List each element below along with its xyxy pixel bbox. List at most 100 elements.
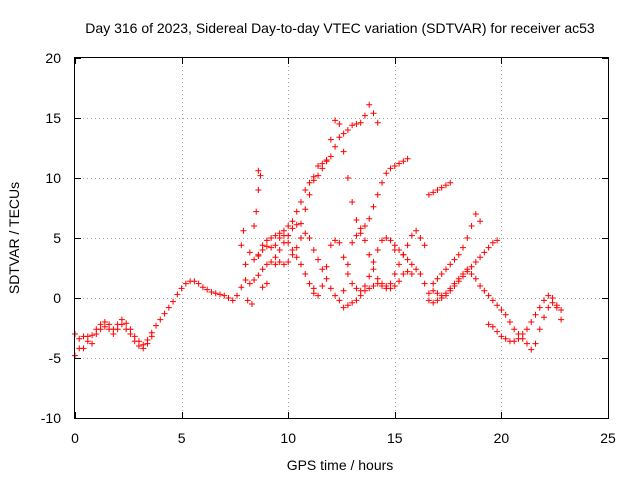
- data-point: [306, 191, 313, 198]
- data-point: [421, 280, 428, 287]
- data-point: [485, 321, 492, 328]
- data-point: [315, 256, 322, 263]
- data-point: [541, 297, 548, 304]
- data-point: [272, 232, 279, 239]
- data-point: [340, 254, 347, 261]
- data-point: [212, 290, 219, 297]
- data-point: [408, 271, 415, 277]
- data-point: [315, 163, 322, 169]
- data-point: [263, 243, 270, 250]
- data-point: [408, 232, 415, 239]
- data-point: [464, 268, 471, 275]
- data-point: [438, 184, 445, 191]
- data-point: [268, 259, 275, 265]
- data-point: [430, 280, 437, 287]
- data-point: [238, 242, 245, 249]
- series-track-a: [72, 101, 381, 352]
- data-point: [178, 285, 185, 292]
- data-point: [327, 285, 334, 292]
- data-point: [464, 235, 471, 241]
- x-axis-label: GPS time / hours: [287, 457, 394, 473]
- data-point: [280, 232, 287, 239]
- data-point: [242, 261, 249, 268]
- data-point: [383, 170, 390, 177]
- data-point: [523, 326, 530, 333]
- data-point: [379, 179, 386, 186]
- data-point: [472, 211, 479, 217]
- data-point: [404, 268, 411, 275]
- data-point: [391, 271, 398, 277]
- data-point: [481, 249, 488, 256]
- data-point: [255, 167, 262, 174]
- data-point: [268, 235, 275, 241]
- series-track-c: [255, 230, 565, 353]
- data-point: [89, 340, 96, 347]
- data-point: [114, 326, 121, 333]
- data-marks: [72, 101, 565, 359]
- series-track-h: [425, 179, 454, 198]
- data-point: [84, 333, 91, 340]
- data-point: [293, 221, 300, 228]
- data-point: [519, 331, 526, 337]
- data-point: [536, 326, 543, 333]
- data-point: [349, 122, 356, 129]
- data-point: [361, 112, 368, 119]
- data-point: [438, 271, 445, 277]
- data-point: [528, 346, 535, 353]
- data-point: [302, 230, 309, 237]
- plot-frame: [74, 57, 609, 419]
- data-point: [263, 261, 270, 268]
- data-point: [240, 227, 247, 234]
- data-point: [374, 191, 381, 198]
- data-point: [306, 179, 313, 186]
- data-point: [272, 261, 279, 268]
- data-point: [361, 287, 368, 294]
- data-point: [387, 285, 394, 292]
- data-point: [391, 163, 398, 169]
- grid-lines: [75, 58, 608, 418]
- data-point: [344, 302, 351, 309]
- y-tick-label: -5: [49, 350, 62, 366]
- data-point: [302, 206, 309, 213]
- y-tick-labels: -10 -5 0 5 10 15 20: [41, 50, 61, 426]
- data-point: [253, 208, 260, 215]
- data-point: [400, 251, 407, 258]
- data-point: [353, 285, 360, 292]
- data-point: [344, 261, 351, 268]
- data-point: [340, 130, 347, 137]
- data-point: [276, 230, 283, 237]
- data-point: [558, 316, 565, 323]
- data-point: [332, 237, 339, 244]
- data-point: [332, 117, 339, 124]
- y-tick-label: 20: [45, 50, 61, 66]
- data-point: [276, 247, 283, 253]
- data-point: [251, 277, 258, 283]
- data-point: [336, 121, 343, 127]
- data-point: [161, 310, 168, 317]
- data-point: [259, 266, 266, 273]
- data-point: [477, 218, 484, 225]
- data-point: [349, 199, 356, 205]
- data-point: [76, 335, 83, 342]
- data-point: [370, 110, 377, 117]
- data-point: [442, 182, 449, 189]
- data-point: [344, 175, 351, 181]
- data-point: [123, 320, 130, 327]
- data-point: [477, 254, 484, 261]
- data-point: [549, 295, 556, 301]
- data-point: [272, 242, 279, 249]
- data-point: [396, 160, 403, 167]
- data-point: [319, 165, 326, 172]
- data-point: [404, 256, 411, 263]
- x-tick-label: 25: [600, 430, 616, 446]
- data-point: [383, 235, 390, 241]
- x-tick-labels: 0 5 10 15 20 25: [71, 430, 616, 446]
- data-point: [481, 287, 488, 294]
- x-tick-label: 0: [71, 430, 79, 446]
- data-point: [323, 157, 330, 163]
- data-point: [244, 297, 251, 304]
- data-point: [242, 277, 249, 283]
- data-point: [344, 127, 351, 133]
- data-point: [502, 311, 509, 318]
- data-point: [374, 247, 381, 253]
